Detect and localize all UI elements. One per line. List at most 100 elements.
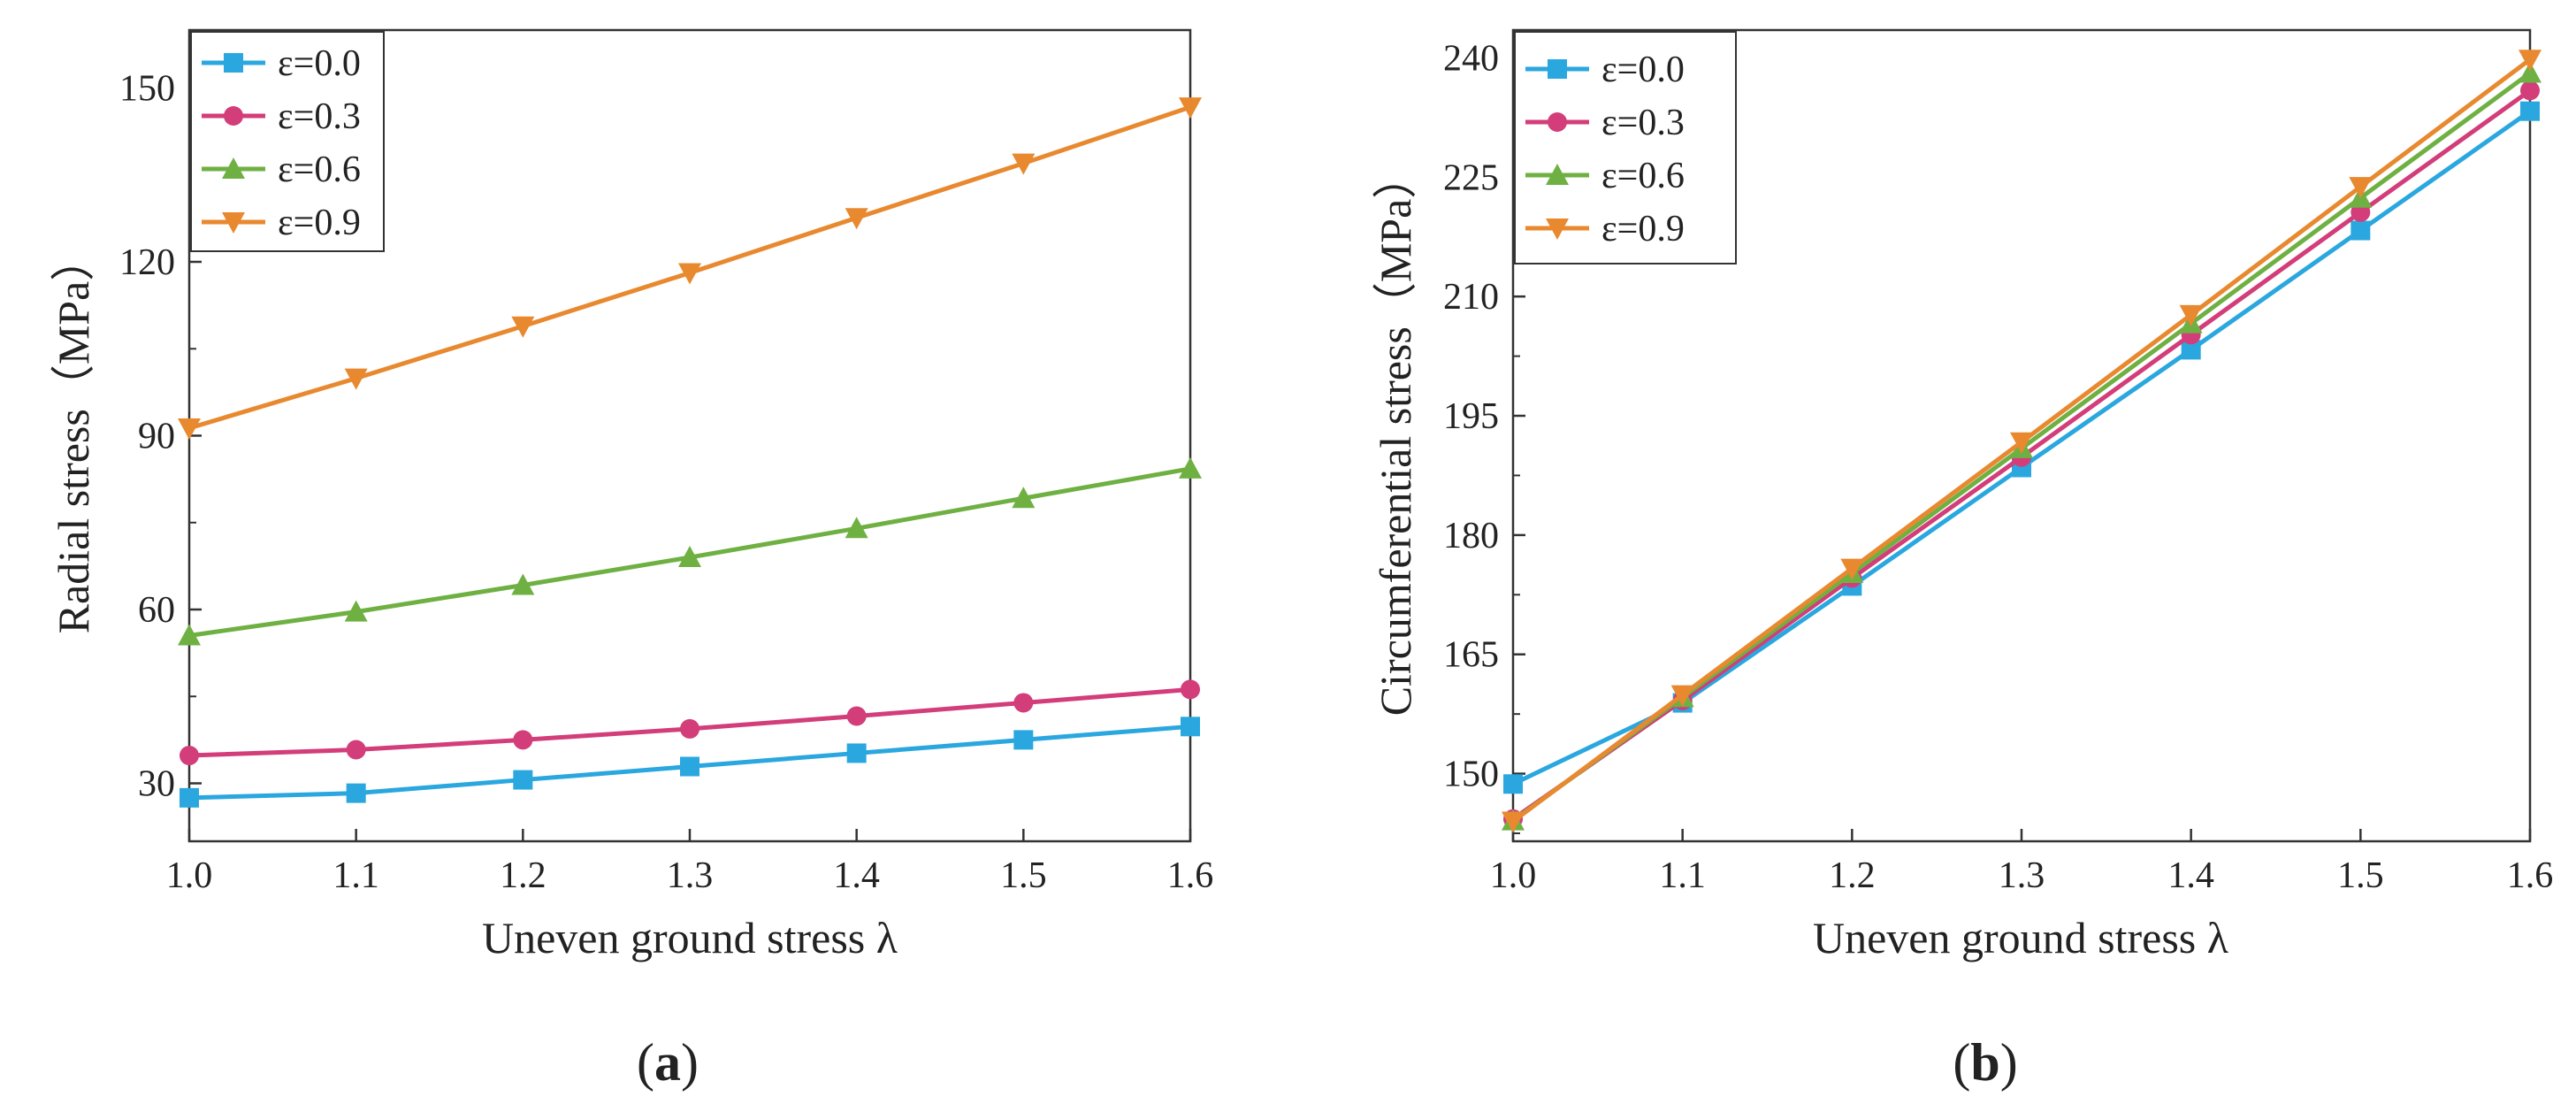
data-point bbox=[2519, 50, 2542, 72]
y-tick-label: 210 bbox=[1443, 277, 1499, 318]
y-tick-label: 180 bbox=[1443, 516, 1499, 556]
x-tick-label: 1.0 bbox=[166, 855, 213, 896]
data-point bbox=[678, 546, 701, 568]
x-tick-label: 1.4 bbox=[833, 855, 880, 896]
panel-a-radial-stress-chart: 1.0 1.1 1.2 1.3 1.4 1.5 1.6 30 60 90 120 150 Uneve… bbox=[49, 28, 1214, 1092]
y-tick-label: 195 bbox=[1443, 396, 1499, 437]
y-tick-label: 120 bbox=[119, 242, 175, 283]
legend-swatch-marker bbox=[1548, 59, 1567, 79]
legend-item-e0.3: ε=0.3 bbox=[1525, 103, 1685, 143]
legend: ε=0.0 ε=0.3 ε=0.6 ε=0.9 bbox=[1514, 31, 1737, 264]
data-point bbox=[2520, 101, 2540, 121]
data-point bbox=[346, 783, 366, 803]
legend-swatch-marker bbox=[222, 212, 245, 234]
data-point bbox=[2179, 304, 2203, 326]
data-point bbox=[178, 418, 201, 440]
series-e0.6 bbox=[178, 456, 1202, 646]
legend-item-e0.9: ε=0.9 bbox=[202, 203, 361, 243]
caption-letter: b bbox=[1970, 1033, 1999, 1092]
legend-swatch-marker bbox=[1548, 112, 1567, 132]
y-axis: 30 60 90 120 150 bbox=[119, 69, 202, 805]
data-point bbox=[1012, 487, 1036, 509]
x-tick-label: 1.1 bbox=[1659, 855, 1706, 896]
data-point bbox=[511, 316, 535, 338]
data-point bbox=[1840, 558, 1864, 580]
data-point bbox=[344, 368, 368, 390]
y-tick-label: 150 bbox=[119, 69, 175, 110]
x-axis-title: Uneven ground stress λ bbox=[1813, 913, 2228, 962]
y-tick-label: 240 bbox=[1443, 38, 1499, 79]
data-point bbox=[2519, 61, 2542, 83]
y-tick-label: 90 bbox=[138, 417, 175, 457]
data-point bbox=[344, 600, 368, 622]
x-tick-label: 1.5 bbox=[1000, 855, 1047, 896]
x-tick-label: 1.6 bbox=[1167, 855, 1214, 896]
data-point bbox=[1181, 679, 1200, 700]
data-point bbox=[2351, 220, 2371, 241]
panel-b-circumferential-stress-chart: 1.0 1.1 1.2 1.3 1.4 1.5 1.6 150 165 180 195 210 225… bbox=[1371, 28, 2553, 1092]
legend-box bbox=[190, 31, 385, 252]
x-tick-label: 1.2 bbox=[1829, 855, 1876, 896]
data-point bbox=[678, 263, 701, 285]
y-tick-label: 150 bbox=[1443, 755, 1499, 795]
x-axis: 1.0 1.1 1.2 1.3 1.4 1.5 1.6 bbox=[1490, 829, 2553, 896]
data-point bbox=[1179, 456, 1202, 479]
y-tick-label: 60 bbox=[138, 590, 175, 631]
series-e0.3 bbox=[180, 679, 1200, 766]
data-point bbox=[1179, 97, 1202, 119]
x-tick-label: 1.3 bbox=[667, 855, 714, 896]
data-point bbox=[180, 746, 199, 766]
caption-a: (a) bbox=[637, 1033, 699, 1092]
caption-letter: a bbox=[654, 1033, 681, 1092]
data-point bbox=[1503, 774, 1523, 794]
legend-item-e0.6: ε=0.6 bbox=[202, 150, 361, 190]
legend-label: ε=0.3 bbox=[1601, 103, 1685, 143]
data-point bbox=[511, 573, 535, 595]
data-point bbox=[1013, 730, 1034, 750]
legend-label: ε=0.6 bbox=[1601, 156, 1685, 196]
legend-swatch-marker bbox=[1546, 218, 1569, 240]
data-point bbox=[513, 730, 533, 750]
series-e0.0 bbox=[180, 717, 1200, 808]
y-tick-label: 30 bbox=[138, 764, 175, 805]
legend-label: ε=0.6 bbox=[278, 150, 361, 190]
x-tick-label: 1.5 bbox=[2337, 855, 2384, 896]
legend-swatch-marker bbox=[224, 106, 243, 126]
legend-label: ε=0.3 bbox=[278, 96, 361, 137]
legend-item-e0.6: ε=0.6 bbox=[1525, 156, 1685, 196]
data-point bbox=[845, 208, 868, 230]
data-point bbox=[2349, 177, 2373, 199]
y-tick-label: 225 bbox=[1443, 157, 1499, 198]
y-axis: 150 165 180 195 210 225 240 bbox=[1443, 38, 1525, 835]
legend-item-e0.0: ε=0.0 bbox=[202, 43, 361, 84]
y-tick-label: 165 bbox=[1443, 635, 1499, 676]
data-point bbox=[513, 770, 533, 790]
data-point bbox=[845, 517, 868, 539]
x-tick-label: 1.2 bbox=[500, 855, 547, 896]
legend-swatch-marker bbox=[222, 157, 245, 179]
data-point bbox=[346, 740, 366, 760]
legend-label: ε=0.9 bbox=[1601, 209, 1685, 249]
data-point bbox=[846, 743, 867, 763]
data-point bbox=[2010, 432, 2033, 454]
data-point bbox=[180, 787, 199, 808]
x-tick-label: 1.0 bbox=[1490, 855, 1537, 896]
data-point bbox=[1013, 693, 1034, 713]
data-point bbox=[1670, 685, 1694, 707]
data-point bbox=[1012, 153, 1036, 175]
caption-b: (b) bbox=[1953, 1033, 2017, 1092]
x-tick-label: 1.4 bbox=[2167, 855, 2214, 896]
y-axis-title: Circumferential stress（MPa） bbox=[1371, 155, 1420, 717]
data-point bbox=[680, 756, 699, 777]
legend-label: ε=0.0 bbox=[278, 43, 361, 84]
legend-swatch-marker bbox=[1546, 164, 1569, 185]
legend-item-e0.3: ε=0.3 bbox=[202, 96, 361, 137]
legend-swatch-marker bbox=[224, 53, 243, 73]
series-layer bbox=[1502, 50, 2542, 833]
x-tick-label: 1.1 bbox=[333, 855, 379, 896]
data-point bbox=[1181, 717, 1200, 737]
data-point bbox=[846, 706, 867, 726]
data-point bbox=[680, 718, 699, 739]
legend-label: ε=0.0 bbox=[1601, 50, 1685, 90]
